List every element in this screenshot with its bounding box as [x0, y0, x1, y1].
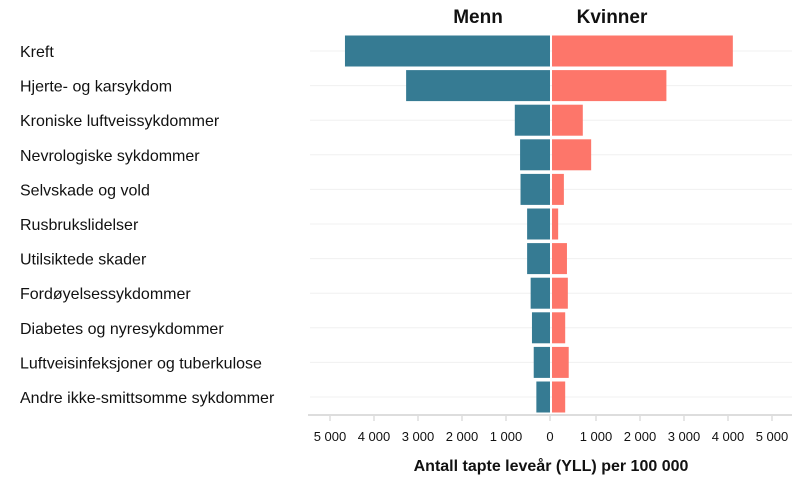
bar-menn — [520, 173, 550, 205]
tick-label: 3 000 — [402, 429, 435, 444]
bar-kvinner — [552, 104, 583, 136]
category-label: Hjerte- og karsykdom — [20, 79, 172, 96]
tick-label: 5 000 — [314, 429, 347, 444]
category-label: Selvskade og vold — [20, 182, 150, 199]
tick-label: 5 000 — [756, 429, 789, 444]
category-label: Diabetes og nyresykdommer — [20, 321, 224, 338]
bar-menn — [530, 277, 550, 309]
category-label: Rusbrukslidelser — [20, 217, 139, 234]
category-label: Nevrologiske sykdommer — [20, 148, 200, 165]
tick-label: 4 000 — [358, 429, 391, 444]
category-label: Kroniske luftveissykdommer — [20, 113, 220, 130]
category-label: Andre ikke-smittsomme sykdommer — [20, 390, 275, 407]
bar-kvinner — [552, 173, 564, 205]
tick-label: 2 000 — [446, 429, 479, 444]
tick-label: 0 — [546, 429, 553, 444]
tick-label: 2 000 — [624, 429, 657, 444]
tick-label: 4 000 — [712, 429, 745, 444]
bar-menn — [527, 208, 550, 240]
panel-title-kvinner: Kvinner — [577, 7, 648, 28]
bar-kvinner — [552, 312, 566, 344]
bar-kvinner — [552, 277, 568, 309]
bar-kvinner — [552, 208, 559, 240]
bar-menn — [344, 35, 550, 67]
bar-menn — [520, 139, 550, 171]
x-axis-label: Antall tapte leveår (YLL) per 100 000 — [414, 457, 689, 475]
bar-menn — [406, 70, 550, 102]
bar-menn — [533, 346, 550, 378]
category-label: Fordøyelsessykdommer — [20, 286, 191, 303]
bar-menn — [536, 381, 550, 413]
panel-title-menn: Menn — [453, 7, 503, 28]
bar-menn — [527, 243, 550, 275]
bar-kvinner — [552, 139, 592, 171]
tick-label: 3 000 — [668, 429, 701, 444]
tick-label: 1 000 — [490, 429, 523, 444]
category-label: Kreft — [20, 44, 54, 61]
tick-label: 1 000 — [580, 429, 613, 444]
bar-kvinner — [552, 346, 569, 378]
category-label: Utilsiktede skader — [20, 252, 147, 269]
bar-kvinner — [552, 381, 566, 413]
bar-menn — [531, 312, 550, 344]
bar-kvinner — [552, 70, 667, 102]
bar-kvinner — [552, 35, 733, 67]
bar-kvinner — [552, 243, 567, 275]
category-label: Luftveisinfeksjoner og tuberkulose — [20, 355, 262, 372]
bar-menn — [514, 104, 550, 136]
